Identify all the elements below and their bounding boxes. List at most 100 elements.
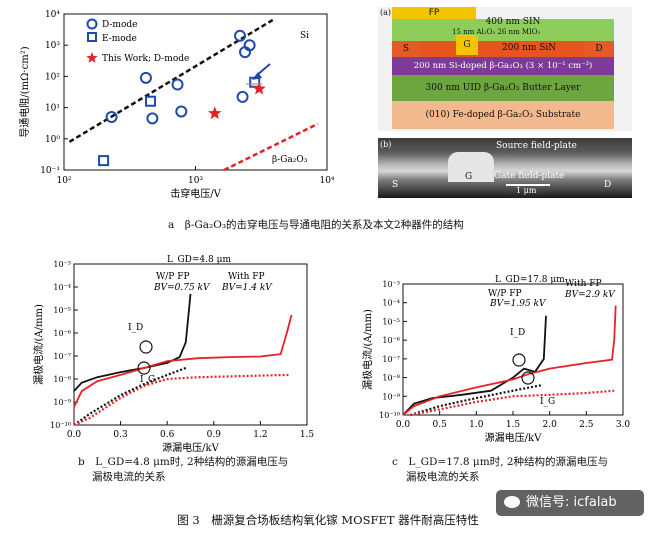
sem-scale-label: 1 μm [516,186,537,195]
annotation-c-0: W/P FP [488,289,522,299]
annotation-c-5: I_G [540,397,555,407]
y-tick-label-b-5: 10⁻⁵ [53,306,71,315]
y-tick-label-c-4: 10⁻⁶ [382,336,400,345]
y-tick-label-a-5: 10⁴ [45,10,60,20]
y-tick-label-c-6: 10⁻⁴ [382,299,400,308]
annotation-b-4: I_D [128,323,143,333]
wechat-icon [504,495,520,508]
point-d-mode-0 [105,110,118,123]
y-tick-label-a-0: 10⁻¹ [40,166,60,176]
x-axis-label-a: 击穿电压/V [170,187,221,200]
y-tick-label-b-3: 10⁻⁷ [53,352,71,361]
y-tick-label-a-4: 10³ [45,41,60,51]
series-line-c-1 [402,305,617,416]
layer-sin400-label: 400 nm SIN [485,17,541,27]
circle-ig-b [137,361,151,375]
series-line-b-2 [73,366,187,426]
layer-buffer: 300 nm UID β-Ga₂O₃ Butter Layer [392,75,614,101]
x-tick-label-b-0: 0.0 [67,430,82,440]
x-tick-label-b-2: 0.6 [160,430,175,440]
sem-gate-bump [448,152,494,182]
circle-ig-c [521,371,535,385]
x-axis-label-b: 源漏电压/kV [162,441,219,454]
x-tick-label-b-1: 0.3 [113,430,128,440]
annotation-c-4: I_D [510,328,525,338]
y-tick-label-c-3: 10⁻⁷ [382,355,400,364]
layer-doped: 200 nm Si-doped β-Ga₂O₃ (3 × 10⁻¹ cm⁻³) [392,57,614,75]
annotation-c-2: With FP [565,279,602,289]
layer-fp-label: FP [428,8,440,18]
annotation-c-1: BV=1.95 kV [489,299,547,309]
y-axis-label-a: 导通电阻/(mΩ·cm²) [18,46,31,137]
x-tick-label-a-1: 10³ [188,176,203,186]
x-tick-label-c-0: 0.0 [396,420,411,430]
x-tick-label-c-6: 3.0 [616,420,631,430]
circle-id-c [512,353,526,367]
annotation-ga2o3: β-Ga₂O₃ [272,155,308,165]
point-this-work-0 [208,106,222,120]
point-d-mode-3 [171,78,184,91]
legend-marker-d-mode [86,18,98,30]
y-tick-label-c-0: 10⁻¹⁰ [379,411,400,420]
series-line-c-0 [402,315,547,416]
legend-marker-this-work [86,52,98,63]
y-tick-label-b-4: 10⁻⁶ [53,329,71,338]
x-tick-label-b-4: 1.2 [253,430,267,440]
layer-substrate: (010) Fe-doped β-Ga₂O₃ Substrate [392,101,614,129]
y-tick-label-b-2: 10⁻⁸ [53,375,71,384]
series-line-b-1 [73,314,293,408]
contact-s: S [392,41,420,57]
layer-substrate-label: (010) Fe-doped β-Ga₂O₃ Substrate [425,110,581,120]
point-e-mode-0 [98,155,110,167]
annotation-b-3: BV=1.4 kV [221,283,273,293]
watermark-badge: 微信号: icfalab [496,490,644,516]
title-b: L_GD=4.8 μm [167,255,231,265]
sem-s-label: S [392,180,399,190]
circle-id-b [139,340,153,354]
y-axis-label-c: 漏极电流/(A/mm) [361,309,374,390]
limit-line-1 [223,122,319,172]
sem-image: (b) Source field-plate Gate field-plate … [378,138,632,198]
sem-scale-bar [506,184,550,186]
legend-marker-e-mode [87,32,97,42]
caption-b-line2: 漏极电流的关系 [92,471,166,483]
panel-a-label: (a) [380,8,392,17]
legend-label-d-mode: D-mode [102,20,137,30]
point-d-mode-6 [236,90,249,103]
annotation-c-3: BV=2.9 kV [564,290,616,300]
x-tick-label-c-4: 2.0 [543,420,558,430]
x-axis-label-c: 源漏电压/kV [485,431,542,444]
layer-buffer-label: 300 nm UID β-Ga₂O₃ Butter Layer [425,83,581,93]
layer-alo-label: 15 nm Al₂O₃ 26 nm MIO₂ [452,28,541,36]
arrow-head-a [252,72,262,80]
x-tick-label-c-2: 1.0 [469,420,484,430]
legend-label-e-mode: E-mode [102,34,137,44]
sem-label-b: (b) [380,140,392,149]
legend-label-this-work: This Work; D-mode [102,54,189,64]
y-axis-label-b: 漏极电流/(A/mm) [32,304,45,385]
layer-sin200 [392,41,614,57]
y-tick-label-a-3: 10² [45,72,60,82]
x-tick-label-b-5: 1.5 [300,430,315,440]
sem-g-label: G [465,172,473,182]
sem-d-label: D [604,180,612,190]
y-tick-label-c-5: 10⁻⁵ [382,317,400,326]
caption-b-line1: b L_GD=4.8 μm时, 2种结构的源漏电压与 [78,456,289,468]
layer-sin400 [392,19,614,41]
y-tick-label-b-6: 10⁻⁴ [53,283,71,292]
series-line-b-3 [73,373,289,427]
axes-frame-b [73,263,308,426]
point-this-work-1 [252,81,266,95]
y-tick-label-b-1: 10⁻⁹ [53,398,71,407]
y-tick-label-b-0: 10⁻¹⁰ [50,421,71,430]
layer-fp: FP [392,7,476,19]
point-d-mode-8 [243,39,256,52]
watermark-text: 微信号: icfalab [526,495,617,510]
series-line-c-3 [410,389,615,417]
caption-c-line2: 漏极电流的关系 [406,471,480,483]
contact-s-label: S [402,44,410,54]
caption-c-line1: c L_GD=17.8 μm时, 2种结构的源漏电压与 [392,456,609,468]
sem-gate-fp-label: Gate field-plate [494,171,565,181]
